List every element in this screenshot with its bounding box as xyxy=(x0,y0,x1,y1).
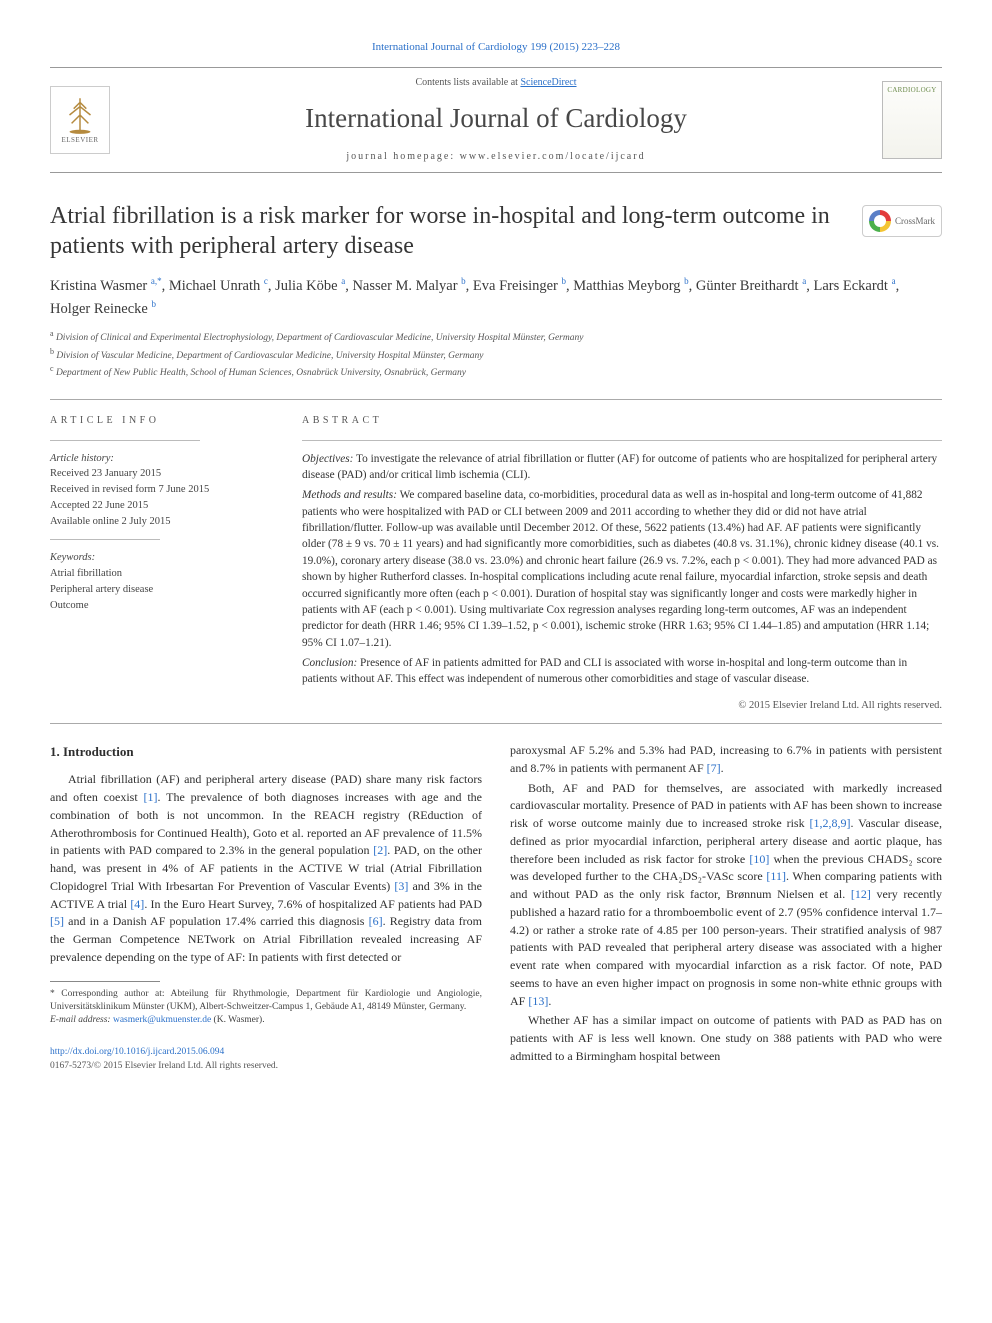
doi-link[interactable]: http://dx.doi.org/10.1016/j.ijcard.2015.… xyxy=(50,1047,224,1057)
keyword: Peripheral artery disease xyxy=(50,582,274,598)
abstract-copyright: © 2015 Elsevier Ireland Ltd. All rights … xyxy=(302,698,942,713)
article-title: Atrial fibrillation is a risk marker for… xyxy=(50,201,830,261)
ref-link[interactable]: [1,2,8,9] xyxy=(809,816,850,830)
body-para: Whether AF has a similar impact on outco… xyxy=(510,1012,942,1065)
ref-link[interactable]: [3] xyxy=(394,879,408,893)
ref-link[interactable]: [6] xyxy=(369,914,383,928)
crossmark-label: CrossMark xyxy=(895,215,935,228)
abstract-col: abstract Objectives: To investigate the … xyxy=(302,414,942,713)
contents-prefix: Contents lists available at xyxy=(415,77,520,88)
elsevier-logo: ELSEVIER xyxy=(50,86,110,154)
ref-link[interactable]: [11] xyxy=(766,869,786,883)
ref-link[interactable]: [4] xyxy=(130,897,144,911)
history-label: Article history: xyxy=(50,451,274,467)
cover-label: CARDIOLOGY xyxy=(887,86,936,96)
body-columns: 1. Introduction Atrial fibrillation (AF)… xyxy=(50,742,942,1073)
homepage-prefix: journal homepage: xyxy=(346,151,459,162)
elsevier-wordmark: ELSEVIER xyxy=(61,136,98,146)
ref-link[interactable]: [10] xyxy=(749,852,769,866)
abstract-objectives: Objectives: To investigate the relevance… xyxy=(302,451,942,484)
issn-copyright: 0167-5273/© 2015 Elsevier Ireland Ltd. A… xyxy=(50,1061,278,1071)
history-line: Accepted 22 June 2015 xyxy=(50,498,274,514)
body-para: Atrial fibrillation (AF) and peripheral … xyxy=(50,771,482,966)
ref-link[interactable]: [12] xyxy=(851,887,871,901)
ref-link[interactable]: [1] xyxy=(144,790,158,804)
ref-link[interactable]: [13] xyxy=(528,994,548,1008)
abs-meth-text: We compared baseline data, co-morbiditie… xyxy=(302,489,939,648)
header-center: Contents lists available at ScienceDirec… xyxy=(110,76,882,164)
info-sep xyxy=(50,539,160,540)
abstract-head: abstract xyxy=(302,414,942,428)
keyword: Atrial fibrillation xyxy=(50,566,274,582)
journal-name: International Journal of Cardiology xyxy=(110,100,882,138)
footnote-rule xyxy=(50,981,160,982)
abs-obj-label: Objectives: xyxy=(302,453,353,465)
crossmark-icon xyxy=(869,210,891,232)
history-line: Received in revised form 7 June 2015 xyxy=(50,482,274,498)
abs-conc-label: Conclusion: xyxy=(302,657,357,669)
abs-meth-label: Methods and results: xyxy=(302,489,397,501)
body-col-left: 1. Introduction Atrial fibrillation (AF)… xyxy=(50,742,482,1073)
abs-rule xyxy=(302,440,942,441)
abs-obj-text: To investigate the relevance of atrial f… xyxy=(302,453,937,481)
article-history: Article history: Received 23 January 201… xyxy=(50,451,274,614)
rule-top xyxy=(50,399,942,400)
homepage-url: www.elsevier.com/locate/ijcard xyxy=(460,151,646,162)
info-abstract-row: article info Article history: Received 2… xyxy=(50,414,942,713)
rule-bottom xyxy=(50,723,942,724)
history-line: Available online 2 July 2015 xyxy=(50,514,274,530)
author-list: Kristina Wasmer a,*, Michael Unrath c, J… xyxy=(50,275,942,320)
body-para: Both, AF and PAD for themselves, are ass… xyxy=(510,780,942,1011)
header-band: ELSEVIER Contents lists available at Sci… xyxy=(50,67,942,173)
email-label: E-mail address: xyxy=(50,1015,113,1025)
email-line: E-mail address: wasmerk@ukmuenster.de (K… xyxy=(50,1014,482,1027)
corresponding-author: * Corresponding author at: Abteilung für… xyxy=(50,988,482,1015)
corr-star: * Corresponding author at: xyxy=(50,989,171,999)
affiliations: a Division of Clinical and Experimental … xyxy=(50,328,942,380)
body-col-right: paroxysmal AF 5.2% and 5.3% had PAD, inc… xyxy=(510,742,942,1073)
ref-link[interactable]: [7] xyxy=(707,761,721,775)
ref-link[interactable]: [5] xyxy=(50,914,64,928)
contents-line: Contents lists available at ScienceDirec… xyxy=(110,76,882,90)
page: International Journal of Cardiology 199 … xyxy=(0,0,992,1114)
article-head: Atrial fibrillation is a risk marker for… xyxy=(50,201,942,380)
history-line: Received 23 January 2015 xyxy=(50,466,274,482)
homepage-line: journal homepage: www.elsevier.com/locat… xyxy=(110,150,882,164)
elsevier-tree-icon xyxy=(59,94,101,136)
keywords-label: Keywords: xyxy=(50,550,274,566)
keyword: Outcome xyxy=(50,598,274,614)
article-info-col: article info Article history: Received 2… xyxy=(50,414,274,713)
email-link[interactable]: wasmerk@ukmuenster.de xyxy=(113,1015,211,1025)
abstract-conclusion: Conclusion: Presence of AF in patients a… xyxy=(302,655,942,688)
info-rule xyxy=(50,440,200,441)
ref-link[interactable]: [2] xyxy=(373,843,387,857)
intro-heading: 1. Introduction xyxy=(50,742,482,761)
sciencedirect-link[interactable]: ScienceDirect xyxy=(520,77,576,88)
doi-block: http://dx.doi.org/10.1016/j.ijcard.2015.… xyxy=(50,1045,482,1073)
crossmark-badge[interactable]: CrossMark xyxy=(862,205,942,237)
abstract-body: Objectives: To investigate the relevance… xyxy=(302,451,942,713)
top-citation: International Journal of Cardiology 199 … xyxy=(50,40,942,55)
info-head: article info xyxy=(50,414,274,428)
email-suffix: (K. Wasmer). xyxy=(211,1015,264,1025)
body-para: paroxysmal AF 5.2% and 5.3% had PAD, inc… xyxy=(510,742,942,778)
abs-conc-text: Presence of AF in patients admitted for … xyxy=(302,657,907,685)
abstract-methods: Methods and results: We compared baselin… xyxy=(302,487,942,651)
journal-cover-thumb: CARDIOLOGY xyxy=(882,81,942,159)
